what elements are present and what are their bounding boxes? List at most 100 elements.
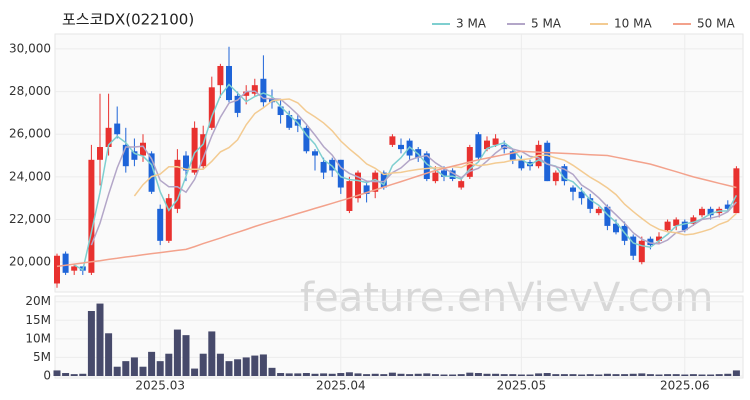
candle-body (114, 123, 121, 135)
volume-bar (535, 373, 543, 376)
volume-bar (698, 374, 706, 376)
legend-label: 50 MA (697, 17, 735, 31)
candle-body (449, 170, 456, 179)
ma-line (133, 98, 737, 236)
candle-body (552, 172, 559, 182)
volume-bar (113, 366, 121, 376)
volume-bar (70, 374, 78, 376)
candle-body (389, 136, 396, 145)
volume-bar (337, 373, 345, 376)
candle-body (88, 159, 95, 273)
candle-body (681, 221, 688, 231)
volume-bar (526, 374, 534, 376)
candle-body (518, 159, 525, 169)
candle-body (664, 221, 671, 231)
watermark: feature.enVievV.com (300, 275, 713, 321)
candle-body (346, 181, 353, 211)
ma-line (73, 83, 738, 272)
volume-bar (199, 353, 207, 376)
candle-body (638, 240, 645, 263)
candle-body (200, 134, 207, 167)
candle-body (724, 204, 731, 209)
candle-body (217, 65, 224, 86)
volume-bar (629, 373, 637, 376)
volume-bar (173, 329, 181, 376)
candle-body (647, 238, 654, 246)
candle-body (243, 91, 250, 96)
volume-bar (225, 361, 233, 376)
candle-body (595, 208, 602, 214)
candle-body (509, 151, 516, 160)
volume-bar (191, 368, 199, 376)
candle-body (62, 253, 69, 273)
volume-bar (354, 373, 362, 376)
volume-bar (320, 373, 328, 376)
candle-body (191, 127, 198, 173)
x-tick-label: 2025.03 (135, 379, 185, 393)
volume-bar (53, 370, 61, 376)
volume-bar (122, 361, 130, 376)
candle-body (131, 151, 138, 160)
candle-body (122, 144, 129, 167)
y-tick-label: 5M (33, 350, 51, 364)
volume-bar (621, 374, 629, 376)
legend-label: 3 MA (456, 17, 487, 31)
volume-bar (457, 374, 465, 376)
candle-body (71, 266, 78, 271)
volume-bar (251, 355, 259, 376)
candle-body (363, 185, 370, 194)
y-tick-label: 0 (43, 369, 51, 383)
volume-bar (328, 373, 336, 376)
volume-bar (517, 374, 525, 376)
volume-bar (148, 351, 156, 376)
candle-body (699, 208, 705, 216)
volume-bar (440, 374, 448, 376)
volume-bar (466, 372, 474, 376)
volume-bar (732, 370, 740, 376)
volume-bar (397, 373, 405, 376)
candle-body (208, 87, 215, 128)
volume-bar (105, 333, 113, 376)
volume-bar (423, 373, 431, 376)
candle-body (570, 187, 576, 192)
candle-body (733, 168, 740, 214)
x-tick-label: 2025.05 (497, 379, 547, 393)
volume-bar (449, 374, 457, 376)
candle-body (432, 172, 439, 182)
candle-body (140, 142, 146, 156)
volume-bar (603, 373, 611, 376)
volume-bar (294, 373, 302, 376)
legend-label: 10 MA (614, 17, 652, 31)
volume-bar (311, 373, 319, 376)
volume-bar (569, 374, 577, 376)
candle-body (320, 161, 327, 173)
volume-bar (371, 373, 379, 376)
volume-bar (388, 372, 396, 376)
candle-body (183, 155, 189, 171)
candle-body (380, 172, 387, 188)
volume-bar (242, 357, 250, 376)
ma-line (56, 150, 737, 268)
volume-bar (156, 361, 164, 376)
volume-bar (285, 373, 293, 376)
volume-bar (87, 311, 95, 376)
x-tick-label: 2025.04 (316, 379, 366, 393)
candle-body (441, 170, 447, 177)
volume-bar (130, 357, 138, 376)
volume-bar (208, 331, 216, 376)
chart-title: 포스코DX(022100) (62, 11, 194, 29)
volume-bar (259, 354, 267, 376)
y-tick-label: 15M (25, 313, 51, 327)
candle-body (423, 153, 430, 179)
candle-body (157, 208, 164, 241)
candle-body (707, 208, 714, 216)
volume-bar (431, 374, 439, 376)
volume-bar (655, 374, 663, 376)
volume-bar (474, 373, 482, 376)
volume-bar (268, 367, 276, 376)
volume-bar (302, 373, 310, 376)
y-tick-label: 20,000 (9, 255, 51, 269)
candle-body (286, 115, 293, 128)
candle-body (226, 65, 232, 101)
